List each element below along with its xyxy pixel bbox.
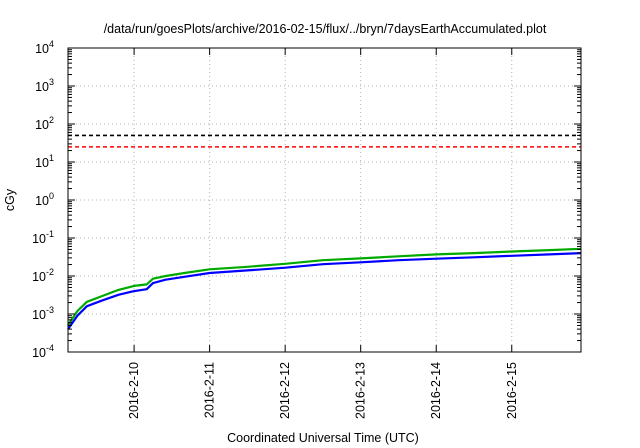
x-tick-label: 2016-2-13 <box>354 362 368 419</box>
y-tick-label: 10-2 <box>32 267 54 284</box>
series-lines <box>67 247 582 330</box>
series-line <box>67 247 582 327</box>
x-tick-label: 2016-2-11 <box>203 362 217 418</box>
y-tick-label: 100 <box>35 191 54 208</box>
series-line <box>67 252 582 330</box>
x-tick-label: 2016-2-12 <box>278 362 292 419</box>
grid <box>68 48 581 352</box>
y-tick-label: 10-4 <box>32 343 54 360</box>
y-tick-label: 104 <box>35 39 54 56</box>
y-tick-label: 103 <box>35 77 54 94</box>
y-tick-label: 102 <box>35 115 54 132</box>
x-tick-label: 2016-2-14 <box>429 362 443 419</box>
y-tick-label: 10-3 <box>32 305 54 322</box>
y-tick-label: 101 <box>35 153 54 170</box>
chart-title: /data/run/goesPlots/archive/2016-02-15/f… <box>104 22 547 36</box>
y-axis-label: cGy <box>3 188 17 211</box>
ticks: 10-4 10-3 10-2 10-1 100 101 102 103 104 2016-2-10… <box>32 39 581 419</box>
x-tick-label: 2016-2-15 <box>505 362 519 419</box>
x-tick-label: 2016-2-10 <box>127 362 141 419</box>
x-axis-label: Coordinated Universal Time (UTC) <box>227 431 419 445</box>
reference-lines <box>68 134 581 148</box>
y-tick-label: 10-1 <box>32 229 54 246</box>
